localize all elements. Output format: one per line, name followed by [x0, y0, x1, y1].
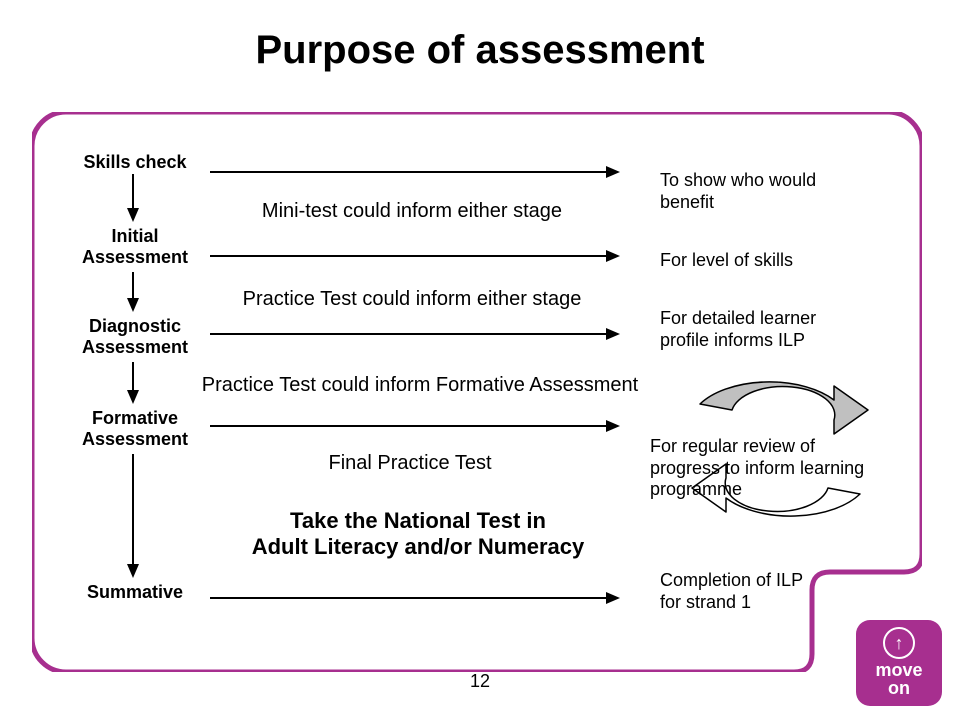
page-number: 12	[0, 671, 960, 692]
mid-annotation: Mini-test could inform either stage	[212, 200, 612, 223]
slide: Purpose of assessment Skills checkInitia…	[0, 0, 960, 720]
mid-annotation: Final Practice Test	[280, 452, 540, 475]
cycle-arrow-top	[700, 382, 868, 434]
logo-text-line2: on	[856, 679, 942, 697]
up-arrow-icon: ↑	[883, 627, 915, 659]
description-text: To show who wouldbenefit	[660, 170, 910, 213]
stage-label: InitialAssessment	[65, 226, 205, 267]
move-on-logo: ↑ move on	[856, 620, 942, 706]
mid-annotation: Practice Test could inform Formative Ass…	[190, 374, 650, 397]
description-text: Completion of ILPfor strand 1	[660, 570, 910, 613]
national-test-line2: Adult Literacy and/or Numeracy	[252, 534, 585, 559]
description-text: For detailed learnerprofile informs ILP	[660, 308, 920, 351]
mid-annotation: Practice Test could inform either stage	[212, 288, 612, 311]
stage-label: Skills check	[75, 152, 195, 173]
national-test-line1: Take the National Test in	[290, 508, 546, 533]
stage-label: FormativeAssessment	[65, 408, 205, 449]
national-test-label: Take the National Test in Adult Literacy…	[228, 508, 608, 561]
logo-text-line1: move	[856, 661, 942, 679]
stage-label: Summative	[75, 582, 195, 603]
description-text: For level of skills	[660, 250, 910, 272]
description-text: For regular review ofprogress to inform …	[650, 436, 930, 501]
stage-label: DiagnosticAssessment	[65, 316, 205, 357]
